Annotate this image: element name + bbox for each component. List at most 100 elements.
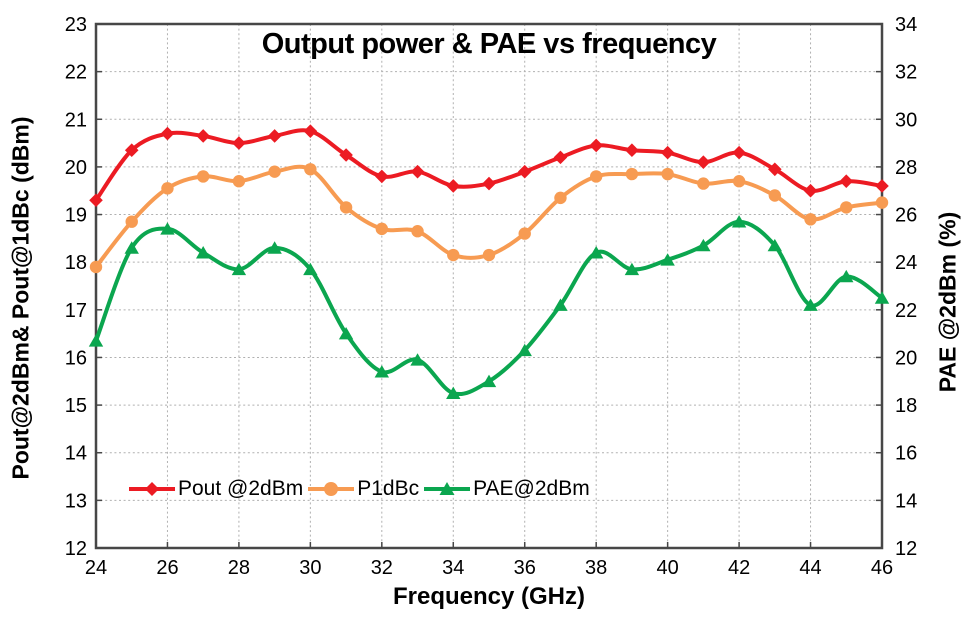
tick-label-left-23: 23 [65, 14, 87, 36]
marker-p1dbc-36ghz [518, 227, 531, 240]
tick-label-x-32: 32 [371, 557, 393, 579]
marker-p1dbc-45ghz [840, 201, 853, 214]
tick-label-left-19: 19 [65, 205, 87, 227]
marker-pae-2dbm-40ghz [660, 253, 675, 266]
tick-label-right-32: 32 [895, 62, 917, 84]
tick-label-right-12: 12 [895, 538, 917, 560]
marker-pae-2dbm-32ghz [374, 365, 390, 378]
legend-label: P1dBc [357, 477, 420, 500]
marker-pout-2dbm-44ghz [803, 183, 818, 198]
marker-pout-2dbm-37ghz [553, 150, 568, 165]
chart-title: Output power & PAE vs frequency [261, 28, 717, 60]
tick-label-right-22: 22 [895, 300, 917, 322]
tick-label-left-13: 13 [65, 490, 87, 512]
marker-pout-2dbm-32ghz [375, 169, 389, 184]
marker-p1dbc-25ghz [125, 215, 138, 228]
marker-pae-2dbm-28ghz [231, 262, 247, 276]
tick-label-x-28: 28 [228, 557, 250, 579]
tick-label-x-46: 46 [871, 557, 893, 579]
marker-pae-2dbm-26ghz [160, 222, 175, 235]
marker-pae-2dbm-35ghz [481, 374, 497, 388]
legend-item-p1dbc: P1dBc [307, 477, 419, 501]
marker-p1dbc-39ghz [625, 167, 639, 181]
tick-label-x-24: 24 [85, 557, 107, 579]
marker-pout-2dbm-35ghz [482, 176, 496, 191]
marker-pout-2dbm-43ghz [768, 162, 782, 177]
tick-label-right-34: 34 [895, 14, 917, 36]
marker-pae-2dbm-38ghz [588, 246, 604, 259]
tick-label-right-14: 14 [895, 490, 917, 512]
tick-label-left-21: 21 [65, 109, 87, 131]
tick-label-x-40: 40 [657, 557, 679, 579]
marker-p1dbc-30ghz [304, 163, 317, 176]
right-axis-title: PAE @2dBm (%) [934, 211, 961, 393]
tick-label-x-36: 36 [514, 557, 536, 579]
legend-item-pout: Pout @2dBm [128, 477, 303, 501]
marker-pout-2dbm-25ghz [124, 143, 139, 158]
tick-label-left-17: 17 [65, 300, 87, 322]
tick-label-right-18: 18 [895, 395, 917, 417]
marker-pae-2dbm-25ghz [124, 241, 139, 254]
marker-p1dbc-46ghz [875, 196, 889, 209]
marker-p1dbc-27ghz [196, 170, 210, 183]
marker-p1dbc-34ghz [447, 248, 460, 262]
legend-marker-diamond-icon [129, 482, 175, 496]
marker-pae-2dbm-46ghz [874, 291, 890, 304]
tick-label-left-14: 14 [65, 443, 87, 465]
marker-pout-2dbm-38ghz [589, 138, 603, 153]
marker-p1dbc-32ghz [375, 222, 389, 236]
marker-pae-2dbm-31ghz [338, 327, 354, 340]
plot-frame [94, 22, 884, 550]
marker-pae-2dbm-45ghz [839, 269, 854, 283]
marker-pout-2dbm-28ghz [232, 136, 246, 150]
marker-pout-2dbm-40ghz [660, 145, 675, 160]
marker-p1dbc-29ghz [268, 165, 281, 178]
tick-label-left-20: 20 [65, 157, 87, 179]
tick-label-right-28: 28 [895, 157, 917, 179]
marker-pae-2dbm-44ghz [803, 298, 818, 311]
marker-pout-2dbm-34ghz [446, 179, 461, 193]
marker-pout-2dbm-46ghz [875, 179, 889, 193]
marker-p1dbc-31ghz [339, 201, 353, 214]
marker-p1dbc-33ghz [411, 225, 424, 238]
marker-pae-2dbm-37ghz [553, 298, 568, 311]
marker-pae-2dbm-41ghz [696, 238, 711, 252]
marker-p1dbc-38ghz [589, 170, 603, 183]
tick-label-x-26: 26 [156, 557, 178, 579]
tick-label-left-12: 12 [65, 538, 87, 560]
left-axis-title: Pout@2dBm& Pout@1dBc (dBm) [7, 116, 34, 480]
legend-label: PAE@2dBm [473, 477, 590, 500]
series-line-pae-2dbm [94, 219, 884, 397]
marker-pae-2dbm-39ghz [624, 262, 640, 276]
marker-pout-2dbm-27ghz [196, 129, 210, 143]
legend: Pout @2dBm P1dBc PAE@2dBm [128, 477, 590, 501]
marker-pout-2dbm-31ghz [339, 148, 353, 162]
marker-p1dbc-35ghz [482, 248, 496, 262]
tick-label-x-44: 44 [799, 557, 821, 579]
tick-label-right-20: 20 [895, 347, 917, 369]
marker-pout-2dbm-36ghz [517, 164, 532, 179]
legend-item-pae: PAE@2dBm [423, 477, 590, 501]
marker-pout-2dbm-41ghz [696, 155, 711, 169]
marker-pout-2dbm-39ghz [625, 143, 639, 158]
tick-label-x-30: 30 [299, 557, 321, 579]
marker-p1dbc-43ghz [768, 189, 782, 202]
marker-pae-2dbm-33ghz [410, 353, 425, 366]
marker-p1dbc-44ghz [804, 213, 817, 226]
marker-pae-2dbm-30ghz [303, 262, 318, 276]
marker-pout-2dbm-26ghz [160, 126, 175, 141]
marker-pae-2dbm-29ghz [267, 241, 282, 254]
marker-pout-2dbm-45ghz [839, 174, 854, 188]
marker-pout-2dbm-42ghz [732, 145, 746, 160]
tick-label-right-26: 26 [895, 205, 917, 227]
marker-p1dbc-41ghz [697, 177, 710, 190]
tick-label-left-22: 22 [65, 62, 87, 84]
tick-label-x-38: 38 [585, 557, 607, 579]
tick-label-left-16: 16 [65, 347, 87, 369]
marker-p1dbc-42ghz [732, 175, 746, 188]
marker-p1dbc-26ghz [161, 182, 174, 195]
marker-pae-2dbm-36ghz [517, 343, 532, 357]
marker-p1dbc-24ghz [89, 260, 103, 274]
tick-label-left-18: 18 [65, 252, 87, 274]
